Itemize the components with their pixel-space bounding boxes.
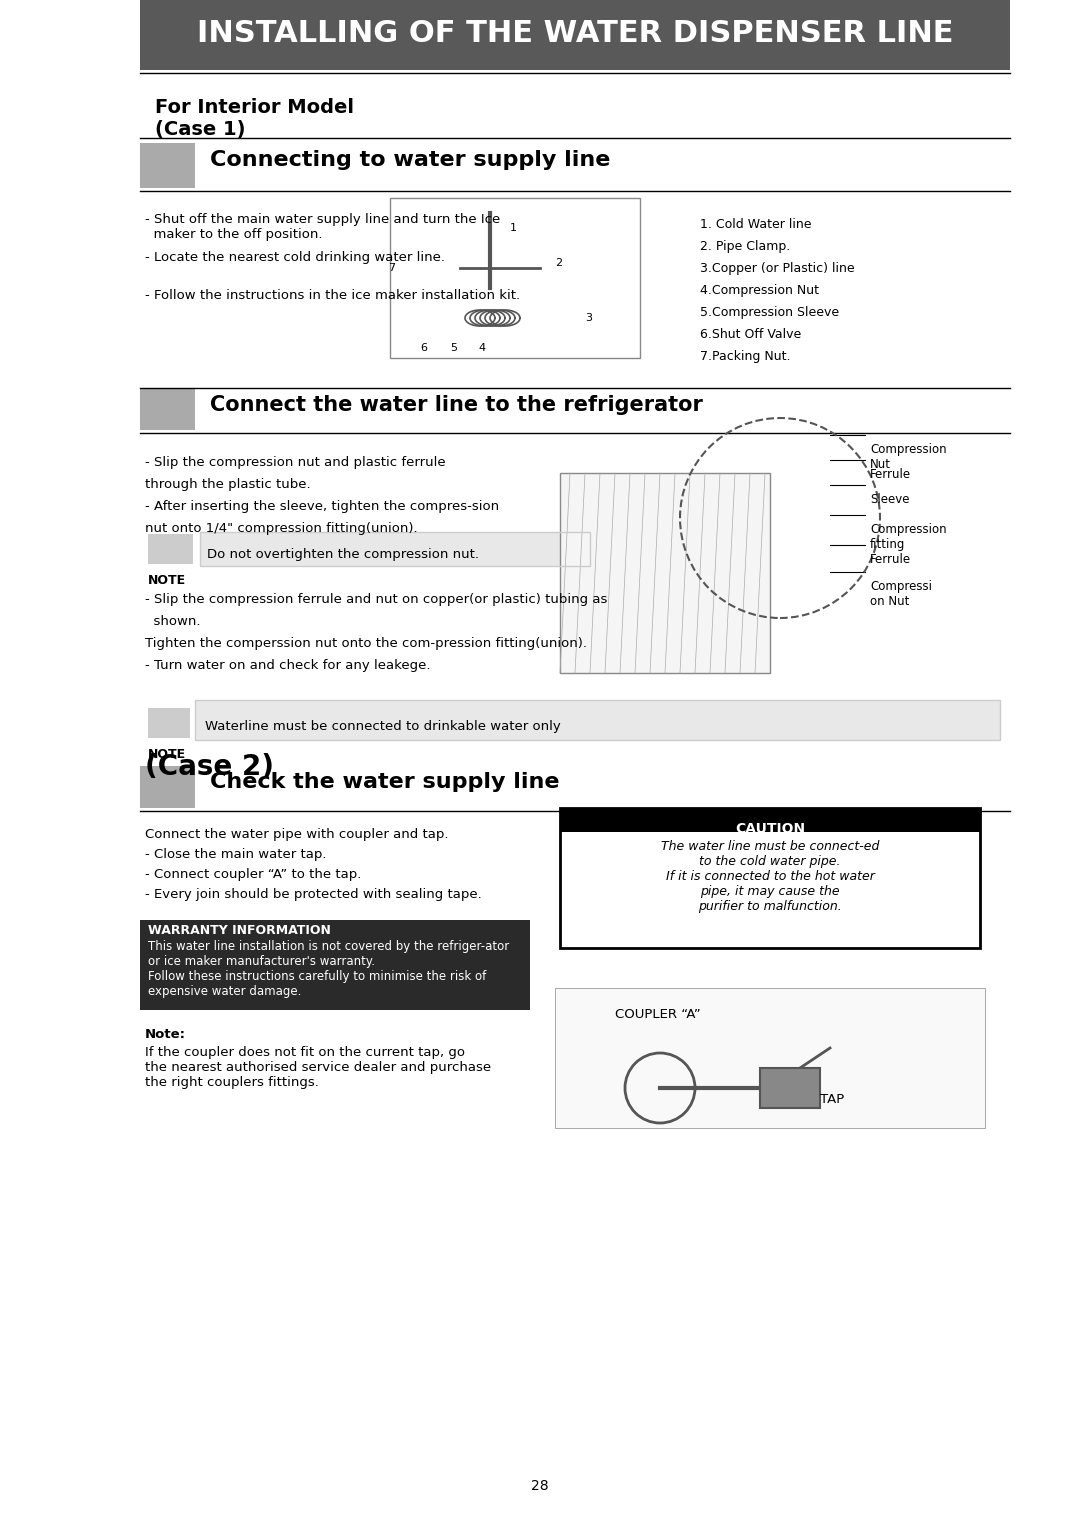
Bar [140,388,195,429]
Bar [200,532,590,565]
Text: shown.: shown. [145,614,201,628]
Text: Sleeve: Sleeve [870,494,909,506]
Text: 1: 1 [510,223,517,232]
Text: nut onto 1/4" compression fitting(union).: nut onto 1/4" compression fitting(union)… [145,523,418,535]
Text: INSTALLING OF THE WATER DISPENSER LINE: INSTALLING OF THE WATER DISPENSER LINE [197,18,954,47]
Bar [555,989,985,1128]
Text: - Follow the instructions in the ice maker installation kit.: - Follow the instructions in the ice mak… [145,289,521,303]
Bar [200,532,590,565]
Text: Compression
Nut: Compression Nut [870,443,947,471]
Text: For Interior Model: For Interior Model [156,98,354,118]
Text: Do not overtighten the compression nut.: Do not overtighten the compression nut. [207,549,480,561]
Bar [760,1068,820,1108]
Text: Note:: Note: [145,1028,186,1041]
Text: This water line installation is not covered by the refriger-ator
or ice maker ma: This water line installation is not cove… [148,940,510,998]
Bar [561,474,770,672]
Text: - Close the main water tap.: - Close the main water tap. [145,848,326,860]
Text: 28: 28 [531,1479,549,1493]
Text: Connect the water line to the refrigerator: Connect the water line to the refrigerat… [210,396,703,416]
Text: - Turn water on and check for any leakege.: - Turn water on and check for any leakeg… [145,659,431,672]
Text: (Case 1): (Case 1) [156,121,245,139]
Bar [148,707,190,738]
Text: 1. Cold Water line: 1. Cold Water line [700,219,811,231]
Text: CAUTION: CAUTION [734,822,805,836]
Bar [140,0,1010,70]
Text: 3.Copper (or Plastic) line: 3.Copper (or Plastic) line [700,261,854,275]
Text: 7: 7 [388,263,395,274]
Text: - Every join should be protected with sealing tape.: - Every join should be protected with se… [145,888,482,902]
Text: 5.Compression Sleeve: 5.Compression Sleeve [700,306,839,319]
Text: If the coupler does not fit on the current tap, go
the nearest authorised servic: If the coupler does not fit on the curre… [145,1047,491,1089]
Text: - Connect coupler “A” to the tap.: - Connect coupler “A” to the tap. [145,868,362,882]
Bar [140,144,195,188]
Text: 2. Pipe Clamp.: 2. Pipe Clamp. [700,240,791,254]
Text: 7.Packing Nut.: 7.Packing Nut. [700,350,791,364]
Text: Tighten the comperssion nut onto the com-pression fitting(union).: Tighten the comperssion nut onto the com… [145,637,588,649]
Text: Connecting to water supply line: Connecting to water supply line [210,150,610,170]
Text: Ferrule: Ferrule [870,553,912,565]
Text: Connect the water pipe with coupler and tap.: Connect the water pipe with coupler and … [145,828,448,840]
Text: 5: 5 [450,342,457,353]
Text: - Locate the nearest cold drinking water line.: - Locate the nearest cold drinking water… [145,251,445,264]
Text: through the plastic tube.: through the plastic tube. [145,478,311,490]
Bar [195,700,1000,740]
Text: TAP: TAP [820,1093,845,1106]
Text: Compressi
on Nut: Compressi on Nut [870,581,932,608]
Text: COUPLER “A”: COUPLER “A” [615,1008,701,1021]
Text: (Case 2): (Case 2) [145,753,274,781]
Text: WARRANTY INFORMATION: WARRANTY INFORMATION [148,924,330,937]
Text: 2: 2 [555,258,562,267]
Text: 6: 6 [420,342,427,353]
Text: 3: 3 [585,313,592,322]
Bar [140,766,195,808]
Text: Waterline must be connected to drinkable water only: Waterline must be connected to drinkable… [205,720,561,733]
Text: 4.Compression Nut: 4.Compression Nut [700,284,819,296]
Text: NOTE: NOTE [148,749,186,761]
Text: - Shut off the main water supply line and turn the Ice
  maker to the off positi: - Shut off the main water supply line an… [145,212,500,241]
Bar [390,199,640,358]
Text: - Slip the compression nut and plastic ferrule: - Slip the compression nut and plastic f… [145,455,446,469]
Bar [561,808,980,833]
Text: The water line must be connect-ed
to the cold water pipe.
If it is connected to : The water line must be connect-ed to the… [661,840,879,914]
Text: Check the water supply line: Check the water supply line [210,772,559,792]
Bar [195,700,1000,740]
Bar [148,533,193,564]
Text: Ferrule: Ferrule [870,468,912,481]
Text: 6.Shut Off Valve: 6.Shut Off Valve [700,329,801,341]
Text: NOTE: NOTE [148,575,186,587]
Text: 4: 4 [478,342,485,353]
Text: - Slip the compression ferrule and nut on copper(or plastic) tubing as: - Slip the compression ferrule and nut o… [145,593,607,607]
Bar [561,808,980,947]
Text: Compression
fitting: Compression fitting [870,523,947,552]
Bar [140,920,530,1010]
Text: - After inserting the sleeve, tighten the compres-sion: - After inserting the sleeve, tighten th… [145,500,499,513]
